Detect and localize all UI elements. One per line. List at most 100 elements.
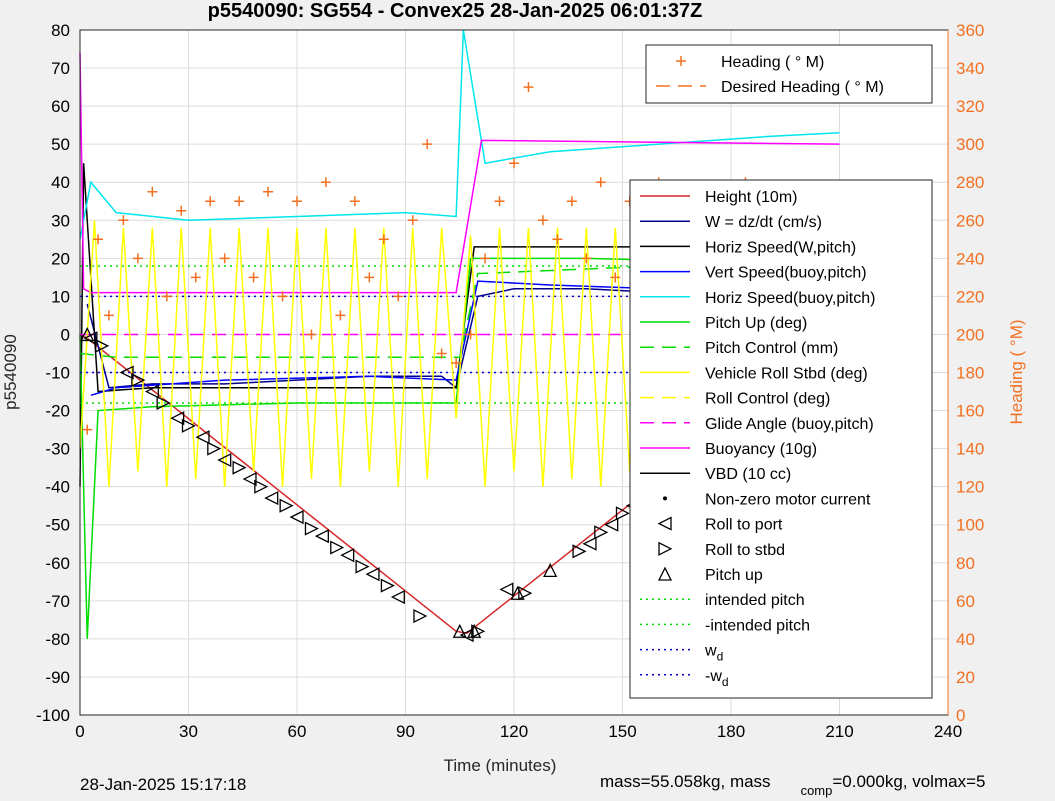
point-roll-to-stbd bbox=[131, 373, 146, 388]
footer-mass-prefix: mass=55.058kg, mass bbox=[600, 772, 771, 791]
point-roll-to-stbd bbox=[95, 338, 110, 353]
point-heading-m bbox=[393, 291, 404, 302]
legend-label: -intended pitch bbox=[705, 617, 810, 634]
legend-label: VBD (10 cc) bbox=[705, 466, 791, 483]
y-tick-label-left: -60 bbox=[45, 554, 70, 573]
point-roll-to-port bbox=[264, 491, 279, 506]
y-tick-label-right: 80 bbox=[956, 554, 975, 573]
legend-label: Height (10m) bbox=[705, 189, 797, 206]
point-heading-m bbox=[132, 253, 143, 264]
legend-label: Non-zero motor current bbox=[705, 491, 871, 508]
legend-box bbox=[629, 179, 933, 699]
y-tick-label-right: 40 bbox=[956, 630, 975, 649]
y-tick-label-right: 120 bbox=[956, 478, 984, 497]
point-roll-to-port bbox=[499, 582, 514, 597]
point-roll-to-port bbox=[604, 517, 619, 532]
point-roll-to-port bbox=[390, 589, 405, 605]
series-horiz-speed-buoy-pitch bbox=[79, 29, 840, 240]
x-tick-label: 30 bbox=[179, 722, 198, 741]
point-heading-m bbox=[480, 253, 491, 264]
legend-box bbox=[645, 44, 933, 104]
point-heading-m bbox=[118, 215, 129, 226]
y-tick-label-right: 260 bbox=[956, 211, 984, 230]
y-tick-label-right: 300 bbox=[956, 135, 984, 154]
x-axis-label: Time (minutes) bbox=[444, 756, 557, 775]
y-tick-label-right: 280 bbox=[956, 173, 984, 192]
y-tick-label-left: -30 bbox=[45, 440, 70, 459]
point-roll-to-stbd bbox=[279, 498, 294, 513]
point-heading-m bbox=[407, 215, 418, 226]
point-roll-to-stbd bbox=[232, 460, 247, 475]
point-heading-m bbox=[610, 272, 621, 283]
point-heading-m bbox=[190, 272, 201, 283]
series-line-buoyancy-10g bbox=[79, 52, 840, 294]
point-heading-m bbox=[103, 310, 114, 321]
point-roll-to-stbd bbox=[181, 418, 196, 433]
x-tick-label: 150 bbox=[608, 722, 636, 741]
legend-label: Vehicle Roll Stbd (deg) bbox=[705, 365, 868, 382]
y-tick-label-right: 140 bbox=[956, 440, 984, 459]
series-pitch-up bbox=[80, 326, 558, 638]
footer-mass: mass=55.058kg, mass comp=0.000kg, volmax=… bbox=[600, 772, 985, 798]
y-tick-label-right: 360 bbox=[956, 21, 984, 40]
y-tick-label-right: 340 bbox=[956, 59, 984, 78]
point-heading-m bbox=[364, 272, 375, 283]
y-tick-label-left: 10 bbox=[51, 287, 70, 306]
y-tick-label-left: -100 bbox=[36, 706, 70, 725]
y-tick-label-left: -20 bbox=[45, 402, 70, 421]
y-tick-label-left: 40 bbox=[51, 173, 70, 192]
y-tick-label-left: 30 bbox=[51, 211, 70, 230]
point-roll-to-stbd bbox=[355, 559, 370, 574]
point-roll-to-stbd bbox=[518, 586, 533, 601]
point-roll-to-stbd bbox=[572, 544, 587, 559]
legend-label: Desired Heading ( ° M) bbox=[721, 79, 884, 96]
legend-label: Heading ( ° M) bbox=[721, 54, 824, 71]
y-tick-label-right: 180 bbox=[956, 364, 984, 383]
y-tick-label-left: 80 bbox=[51, 21, 70, 40]
y-tick-label-right: 240 bbox=[956, 249, 984, 268]
y-axis-label-left: p5540090 bbox=[1, 334, 20, 410]
y-tick-label-right: 20 bbox=[956, 668, 975, 687]
legend-top: Heading ( ° M) Desired Heading ( ° M) bbox=[645, 44, 933, 104]
legend-label: Horiz Speed(buoy,pitch) bbox=[705, 290, 875, 307]
point-heading-m bbox=[147, 186, 158, 197]
point-heading-m bbox=[581, 253, 592, 264]
y-tick-label-right: 320 bbox=[956, 97, 984, 116]
y-tick-label-left: 70 bbox=[51, 59, 70, 78]
legend-label: Buoyancy (10g) bbox=[705, 441, 817, 458]
point-heading-m bbox=[552, 234, 563, 245]
point-heading-m bbox=[205, 196, 216, 207]
point-heading-m bbox=[219, 253, 230, 264]
y-tick-label-left: -10 bbox=[45, 364, 70, 383]
point-pitch-up bbox=[452, 623, 467, 638]
y-tick-label-left: -70 bbox=[45, 592, 70, 611]
point-roll-to-port bbox=[195, 430, 210, 445]
axes: 0 30 60 90 120 150 180 210 240-100-90-80-70-60-5… bbox=[36, 21, 984, 741]
point-heading-m bbox=[82, 424, 93, 435]
point-heading-m bbox=[494, 196, 505, 207]
point-roll-to-stbd bbox=[594, 525, 609, 540]
point-heading-m bbox=[161, 291, 172, 302]
legend-label: intended pitch bbox=[705, 592, 805, 609]
legend-label: Roll to port bbox=[705, 517, 783, 534]
legend-main: Height (10m) W = dz/dt (cm/s) Horiz Speed(… bbox=[629, 179, 933, 699]
point-roll-to-port bbox=[170, 411, 185, 426]
legend-swatch bbox=[657, 516, 672, 531]
point-roll-to-port bbox=[582, 536, 597, 551]
y-tick-label-right: 100 bbox=[956, 516, 984, 535]
x-tick-label: 120 bbox=[500, 722, 528, 741]
y-tick-label-right: 160 bbox=[956, 402, 984, 421]
series-pitch-control-mm bbox=[79, 265, 840, 359]
point-pitch-up bbox=[467, 623, 482, 638]
y-tick-label-left: 20 bbox=[51, 249, 70, 268]
y-tick-label-right: 60 bbox=[956, 592, 975, 611]
chart-title: p5540090: SG554 - Convex25 28-Jan-2025 0… bbox=[208, 0, 703, 22]
point-heading-m bbox=[422, 139, 433, 150]
legend-swatch bbox=[658, 541, 673, 556]
y-tick-label-left: -50 bbox=[45, 516, 70, 535]
x-tick-label: 240 bbox=[934, 722, 962, 741]
point-roll-to-port bbox=[340, 548, 355, 563]
point-roll-to-port bbox=[217, 452, 232, 468]
point-roll-to-stbd bbox=[380, 578, 395, 593]
point-heading-m bbox=[523, 82, 534, 93]
